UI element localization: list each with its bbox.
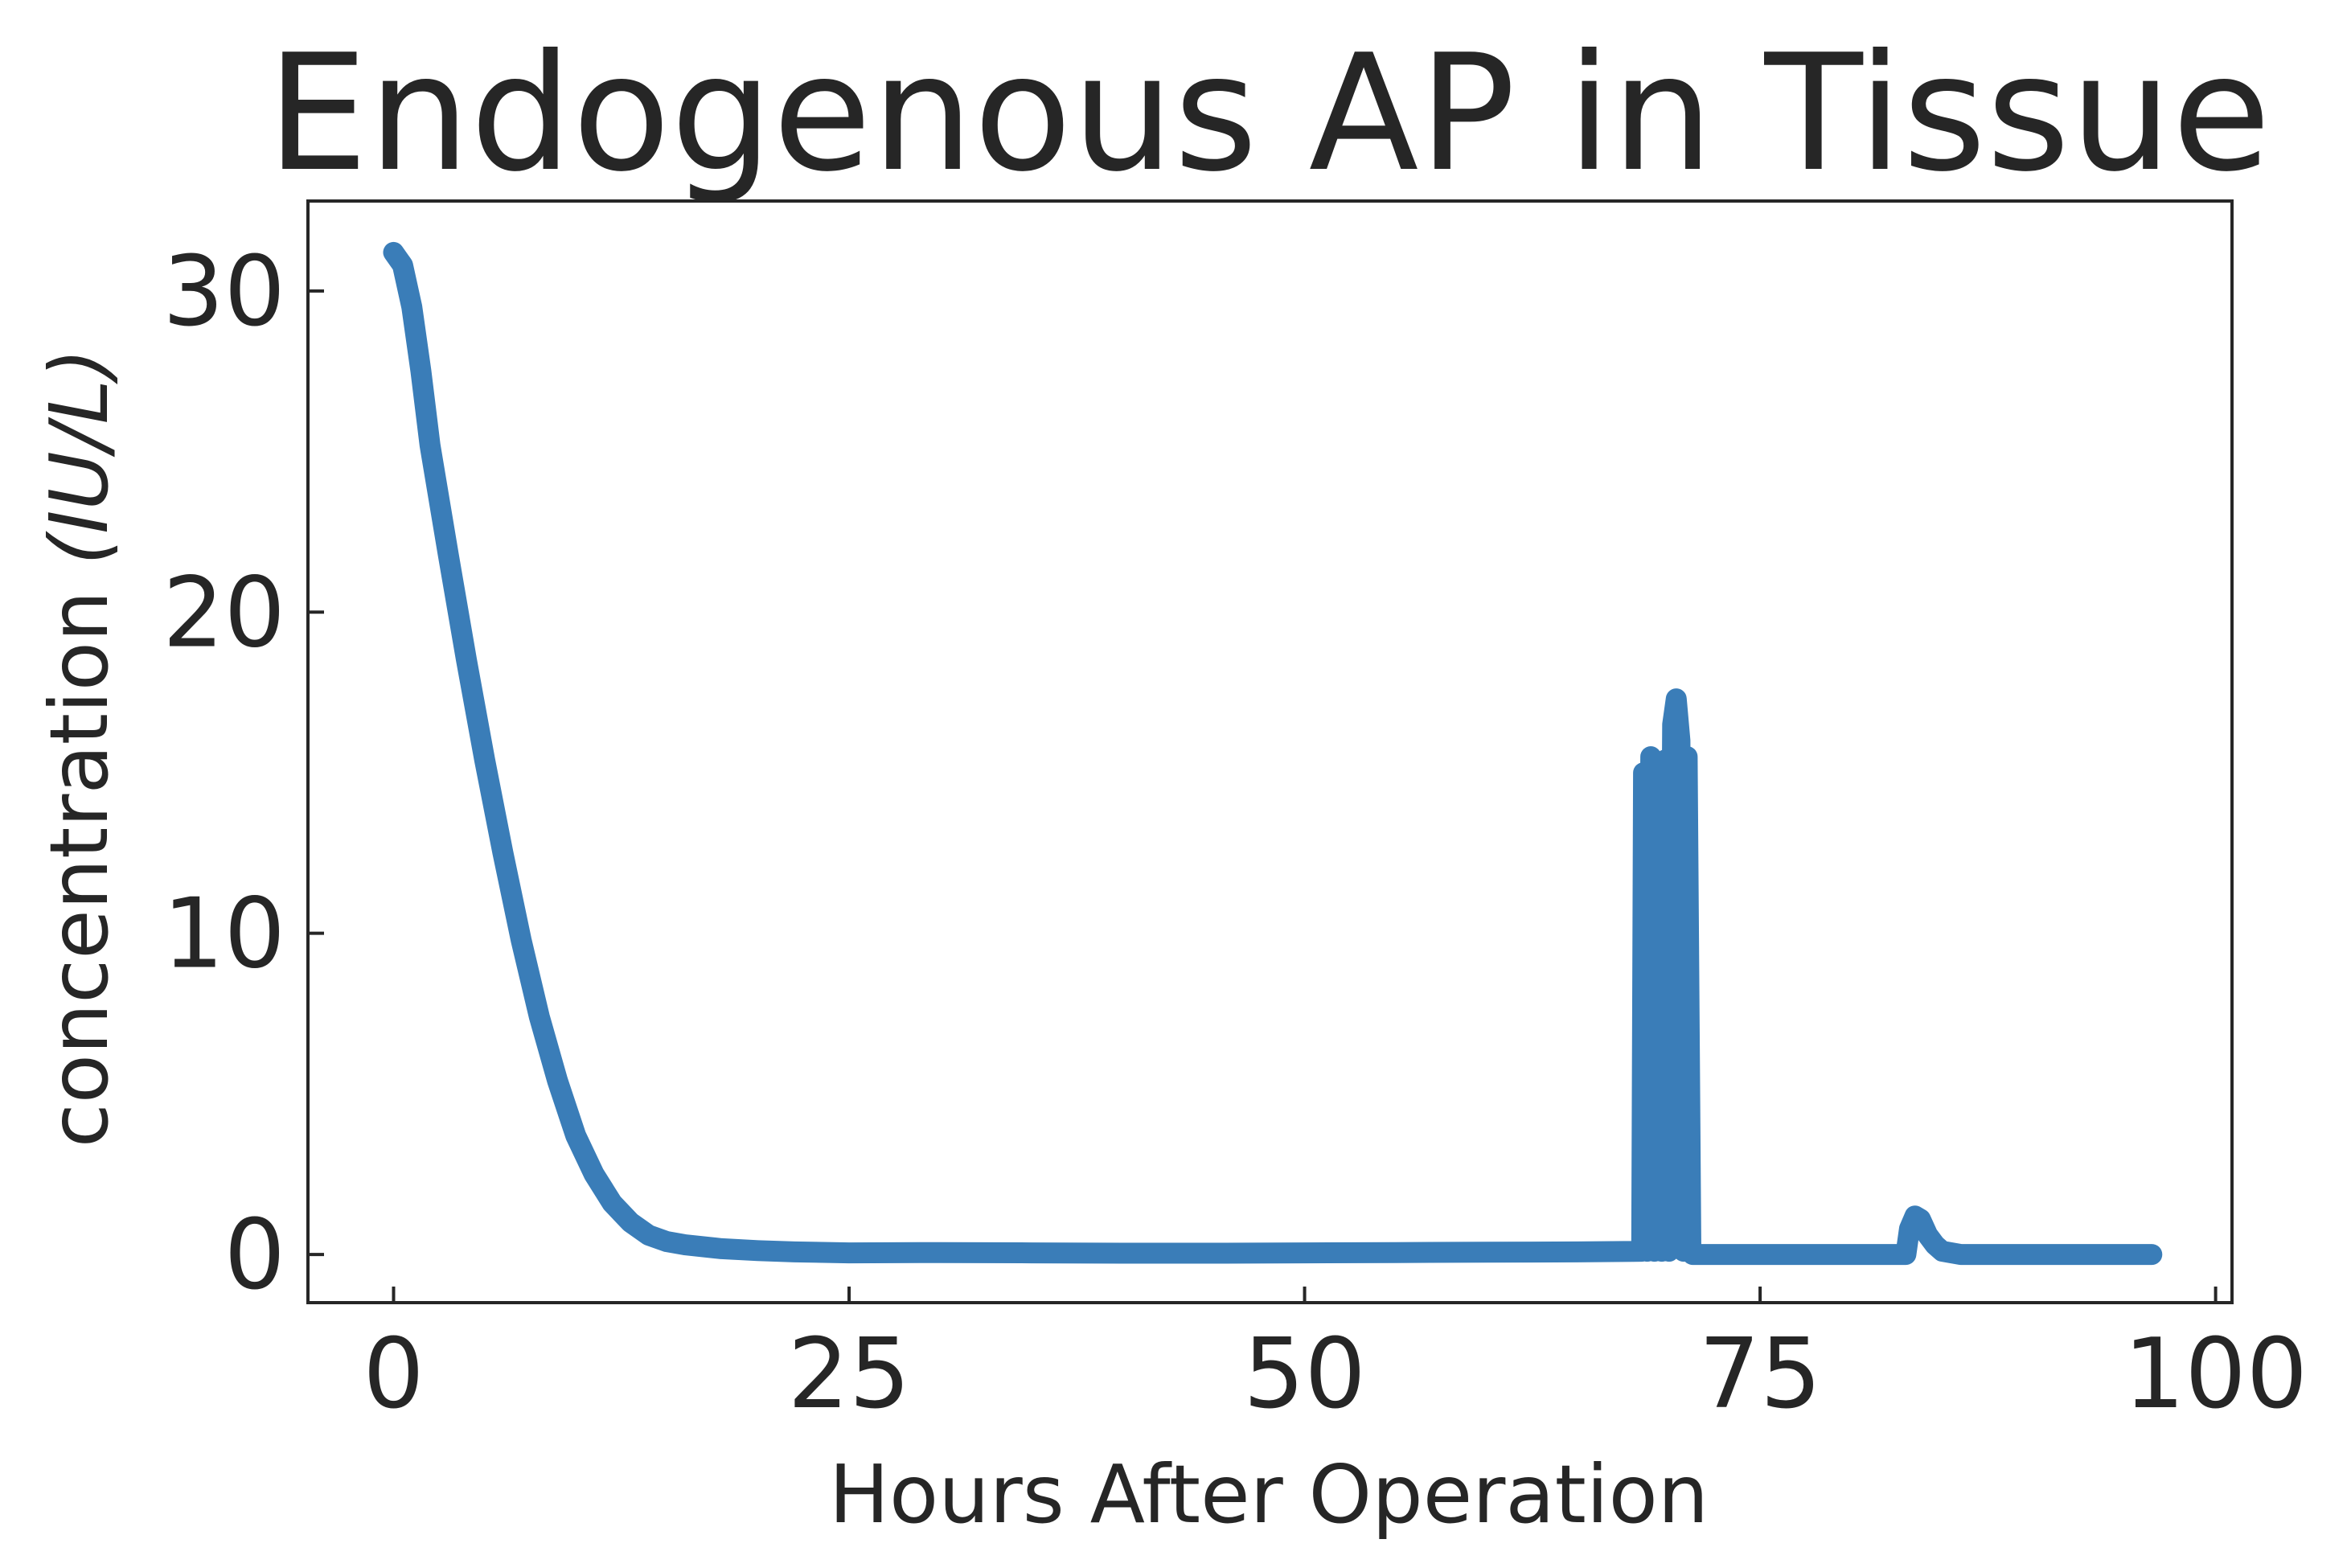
plot-area [306,199,2234,1304]
chart-title: Endogenous AP in Tissue [267,20,2271,207]
y-axis-label-text: concentration [32,565,126,1147]
x-tick-label: 100 [2123,1319,2308,1430]
y-axis-label: concentration (IU/L) [32,348,126,1148]
x-axis-label: Hours After Operation [829,1447,1709,1541]
y-tick-label: 20 [162,557,285,669]
x-tick-label: 0 [363,1319,424,1430]
x-tick-label: 25 [788,1319,911,1430]
y-tick-label: 30 [162,236,285,348]
x-tick-label: 50 [1243,1319,1366,1430]
y-axis-label-unit: (IU/L) [32,348,126,565]
series-line-0 [383,241,2163,1266]
x-axis: 0 25 50 75 100 [363,1287,2308,1430]
y-tick-label: 10 [162,879,285,991]
y-tick-label: 0 [224,1200,285,1311]
series-layer [383,241,2163,1266]
plot-frame [306,199,2234,1304]
x-tick-label: 75 [1699,1319,1822,1430]
y-axis: 0 10 20 30 [162,236,324,1311]
